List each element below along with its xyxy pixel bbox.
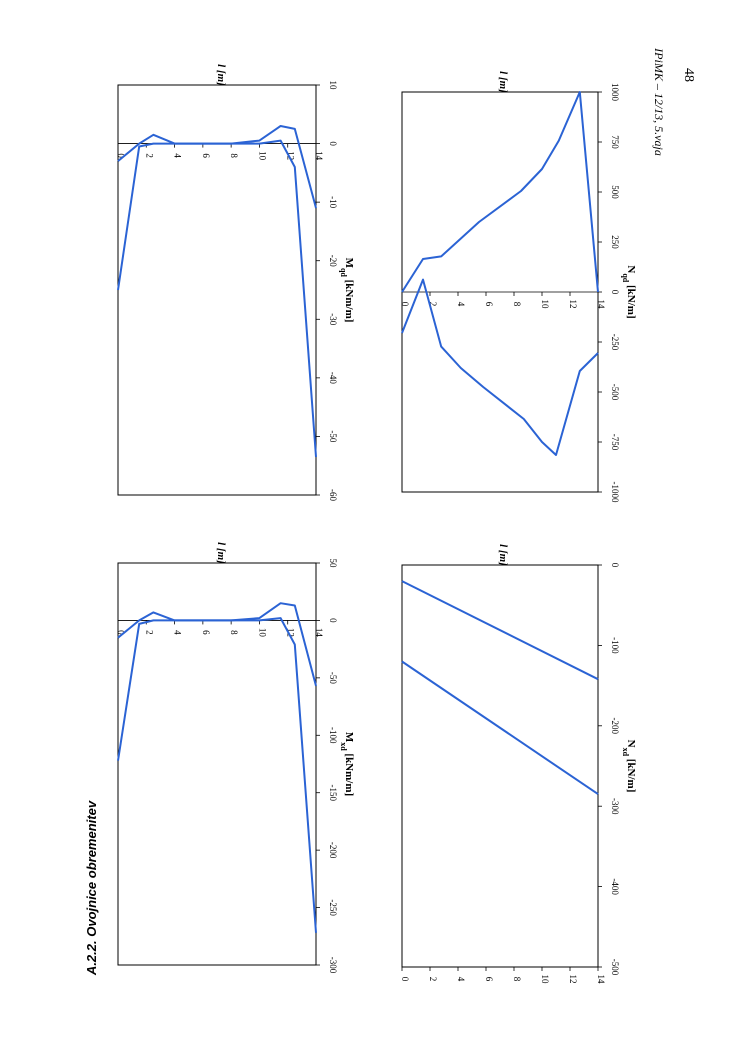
value-tick-label: 10: [328, 81, 338, 91]
value-tick-label: -750: [610, 434, 620, 451]
value-axis-title: Mxd [kNm/m]: [340, 732, 356, 796]
l-tick-label: 10: [257, 628, 267, 638]
l-tick-label: 12: [568, 975, 578, 984]
series-line-2: [401, 278, 599, 456]
value-tick-label: 0: [610, 563, 620, 568]
series-line-2: [117, 602, 317, 687]
l-tick-label: 0: [116, 153, 126, 158]
value-tick-label: -300: [610, 798, 620, 815]
l-tick-label: 4: [173, 630, 183, 635]
value-tick-label: -50: [328, 672, 338, 684]
value-tick-label: 750: [610, 135, 620, 149]
value-tick-label: -30: [328, 313, 338, 325]
value-tick-label: -100: [610, 637, 620, 654]
value-tick-label: -150: [328, 784, 338, 801]
series-line-1: [401, 91, 599, 293]
value-tick-label: -40: [328, 372, 338, 384]
l-tick-label: 12: [286, 628, 296, 637]
l-tick-label: 4: [173, 153, 183, 158]
value-axis-title: Mqd [kNm/m]: [340, 258, 356, 323]
value-tick-label: 50: [328, 559, 338, 569]
value-tick-label: 1000: [610, 83, 620, 102]
value-tick-label: 250: [610, 235, 620, 249]
value-tick-label: -100: [328, 727, 338, 744]
value-tick-label: 500: [610, 185, 620, 199]
value-tick-label: -500: [610, 384, 620, 401]
l-tick-label: 10: [540, 975, 550, 985]
plot-frame: [117, 562, 317, 966]
value-tick-label: -60: [328, 489, 338, 501]
l-tick-label: 10: [257, 151, 267, 161]
l-tick-label: 2: [144, 153, 154, 158]
value-tick-label: -400: [610, 878, 620, 895]
value-tick-label: -250: [610, 334, 620, 351]
series-line-1: [401, 580, 599, 681]
l-tick-label: 6: [201, 153, 211, 158]
value-tick-label: -200: [610, 718, 620, 735]
l-axis-title: l [m]: [215, 542, 227, 564]
l-tick-label: 8: [512, 977, 522, 982]
value-tick-label: 0: [328, 618, 338, 623]
l-tick-label: 8: [512, 302, 522, 307]
l-axis-title: l [m]: [215, 64, 227, 86]
l-tick-label: 4: [456, 302, 466, 307]
page-number: 48: [681, 68, 696, 82]
l-tick-label: 8: [229, 630, 239, 635]
value-tick-label: 0: [610, 290, 620, 295]
value-tick-label: -300: [328, 957, 338, 974]
value-tick-label: -500: [610, 959, 620, 976]
l-tick-label: 12: [286, 151, 296, 160]
value-tick-label: -20: [328, 255, 338, 267]
l-tick-label: 6: [484, 302, 494, 307]
value-tick-label: 0: [328, 141, 338, 146]
plot-frame: [117, 84, 317, 496]
l-tick-label: 14: [314, 628, 324, 638]
l-tick-label: 8: [229, 153, 239, 158]
l-axis-title: l [m]: [497, 544, 509, 566]
value-axis-title: Nqd [kN/m]: [622, 265, 638, 318]
l-tick-label: 0: [400, 977, 410, 982]
l-tick-label: 0: [116, 630, 126, 635]
plot-frame: [401, 564, 599, 968]
l-tick-label: 6: [201, 630, 211, 635]
l-tick-label: 10: [540, 300, 550, 310]
l-tick-label: 0: [400, 302, 410, 307]
value-tick-label: -200: [328, 842, 338, 859]
l-tick-label: 4: [456, 977, 466, 982]
value-tick-label: -10: [328, 196, 338, 208]
series-line-1: [117, 617, 317, 933]
chart-mxd: 0 2 4 6 8 10 12 14 50 0 -50 -100 -150 -200 -250 -300 Mxd…: [116, 542, 355, 974]
l-tick-label: 2: [428, 977, 438, 982]
page-header: IPiMK – 12/13, 5.vaja: [652, 47, 666, 156]
l-tick-label: 2: [428, 302, 438, 307]
l-tick-label: 14: [596, 975, 606, 985]
chart-nqd: 0 2 4 6 8 10 12 14 1000 750 500 250 0 -250 -500 -750 -10…: [400, 71, 637, 503]
value-tick-label: -50: [328, 430, 338, 442]
series-line-2: [117, 125, 317, 209]
l-tick-label: 6: [484, 977, 494, 982]
chart-nxd: 0 2 4 6 8 10 12 14 0 -100 -200 -300 -400 -500 Nxd [kN/…: [400, 544, 637, 984]
series-line-2: [401, 660, 599, 795]
l-tick-label: 14: [596, 300, 606, 310]
l-tick-label: 2: [144, 630, 154, 635]
section-title: A.2.2. Ovojnice obremenitev: [84, 800, 99, 976]
l-tick-label: 14: [314, 151, 324, 161]
chart-mqd: 0 2 4 6 8 10 12 14 10 0 -10 -20 -30 -40 -50 -60 Mqd [kNm…: [116, 64, 355, 501]
series-line-1: [117, 139, 317, 457]
value-axis-title: Nxd [kN/m]: [622, 740, 638, 793]
l-tick-label: 12: [568, 300, 578, 309]
value-tick-label: -250: [328, 899, 338, 916]
value-tick-label: -1000: [610, 482, 620, 503]
l-axis-title: l [m]: [497, 71, 509, 93]
